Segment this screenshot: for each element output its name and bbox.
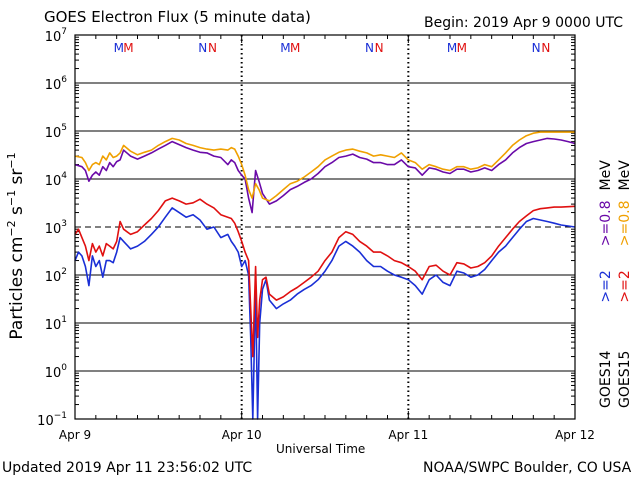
series-line-3 — [74, 207, 576, 420]
y-tick-label: 10−1 — [37, 411, 67, 429]
y-tick-label: 101 — [45, 315, 67, 333]
event-marker: N — [541, 41, 550, 55]
event-marker: M — [457, 41, 467, 55]
event-marker: N — [365, 41, 374, 55]
series-line-1 — [74, 137, 576, 214]
x-axis-label: Universal Time — [276, 442, 366, 456]
x-tick-label: Apr 10 — [222, 428, 262, 442]
plot-frame — [74, 34, 576, 420]
legend-group: GOES15>=2>=0.8MeV — [617, 160, 633, 408]
event-marker: N — [198, 41, 207, 55]
chart-title: GOES Electron Flux (5 minute data) — [44, 8, 311, 26]
event-marker: N — [208, 41, 217, 55]
x-tick-labels: Apr 9 Apr 10 Apr 11 Apr 12 — [59, 428, 595, 442]
credit: NOAA/SWPC Boulder, CO USA — [423, 460, 632, 476]
event-marker: M — [447, 41, 457, 55]
series-layer — [74, 131, 576, 420]
event-marker: N — [375, 41, 384, 55]
x-tick-label: Apr 12 — [555, 428, 595, 442]
y-tick-label: 102 — [45, 267, 67, 285]
y-tick-labels: 10−1 100 101 102 103 104 105 106 107 — [37, 27, 67, 429]
y-axis-label: Particles cm−2 s−1 sr−1 — [5, 152, 27, 339]
series-line-4 — [74, 197, 576, 358]
updated-time: Updated 2019 Apr 11 23:56:02 UTC — [2, 460, 253, 476]
event-marker: M — [290, 41, 300, 55]
x-tick-label: Apr 11 — [388, 428, 428, 442]
begin-time: Begin: 2019 Apr 9 0000 UTC — [424, 15, 623, 31]
y-tick-label: 100 — [45, 363, 68, 381]
y-tick-label: 107 — [45, 27, 67, 45]
grid-lines — [75, 82, 575, 372]
y-tick-label: 103 — [45, 219, 67, 237]
event-marker: M — [114, 41, 124, 55]
event-marker: M — [123, 41, 133, 55]
event-marker: M — [280, 41, 290, 55]
y-tick-label: 106 — [45, 75, 68, 93]
event-marker: N — [532, 41, 541, 55]
y-tick-label: 104 — [45, 171, 68, 189]
series-line-2 — [74, 131, 575, 202]
x-tick-label: Apr 9 — [59, 428, 91, 442]
legend-group: GOES14>=2>=0.8MeV — [598, 160, 614, 408]
axis-ticks — [74, 35, 576, 419]
y-tick-label: 105 — [45, 123, 67, 141]
